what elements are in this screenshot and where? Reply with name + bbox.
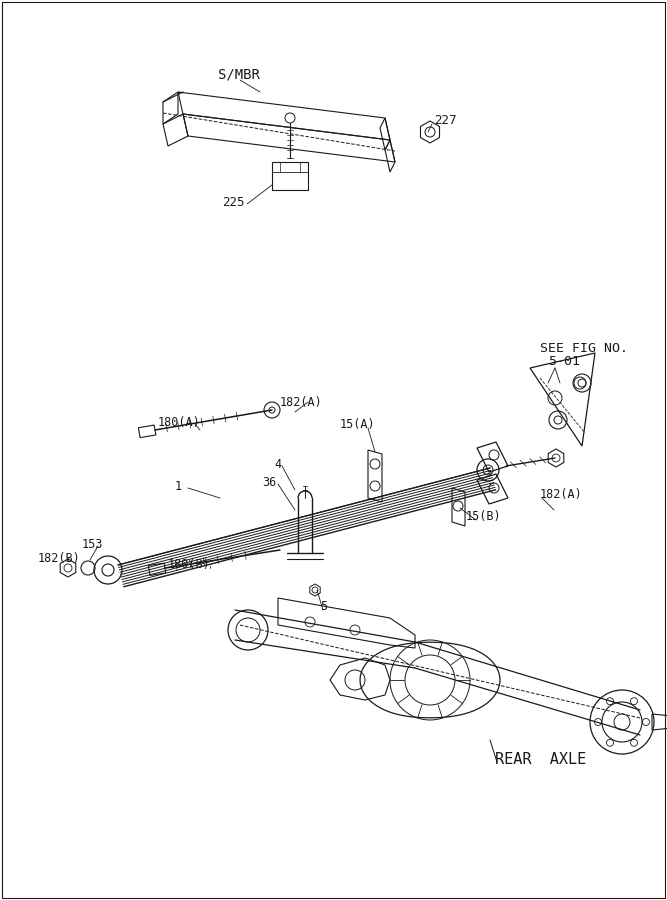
Text: 180(A): 180(A) bbox=[158, 416, 201, 429]
Text: 15(A): 15(A) bbox=[340, 418, 376, 431]
Text: 5-01: 5-01 bbox=[548, 355, 580, 368]
Text: 182(A): 182(A) bbox=[540, 488, 583, 501]
Text: 36: 36 bbox=[262, 476, 276, 489]
Text: SEE FIG NO.: SEE FIG NO. bbox=[540, 342, 628, 355]
Text: 5: 5 bbox=[320, 600, 327, 613]
Text: 182(A): 182(A) bbox=[280, 396, 323, 409]
Bar bbox=[272, 162, 308, 190]
Text: 225: 225 bbox=[222, 196, 245, 209]
Text: 153: 153 bbox=[82, 538, 103, 551]
Text: 15(B): 15(B) bbox=[466, 510, 502, 523]
Text: 182(B): 182(B) bbox=[38, 552, 81, 565]
Text: 227: 227 bbox=[434, 114, 456, 127]
Text: REAR  AXLE: REAR AXLE bbox=[495, 752, 586, 767]
Text: 180(B): 180(B) bbox=[168, 558, 211, 571]
Text: 1: 1 bbox=[175, 480, 182, 493]
Text: S/MBR: S/MBR bbox=[218, 68, 260, 82]
Text: 4: 4 bbox=[274, 458, 281, 471]
